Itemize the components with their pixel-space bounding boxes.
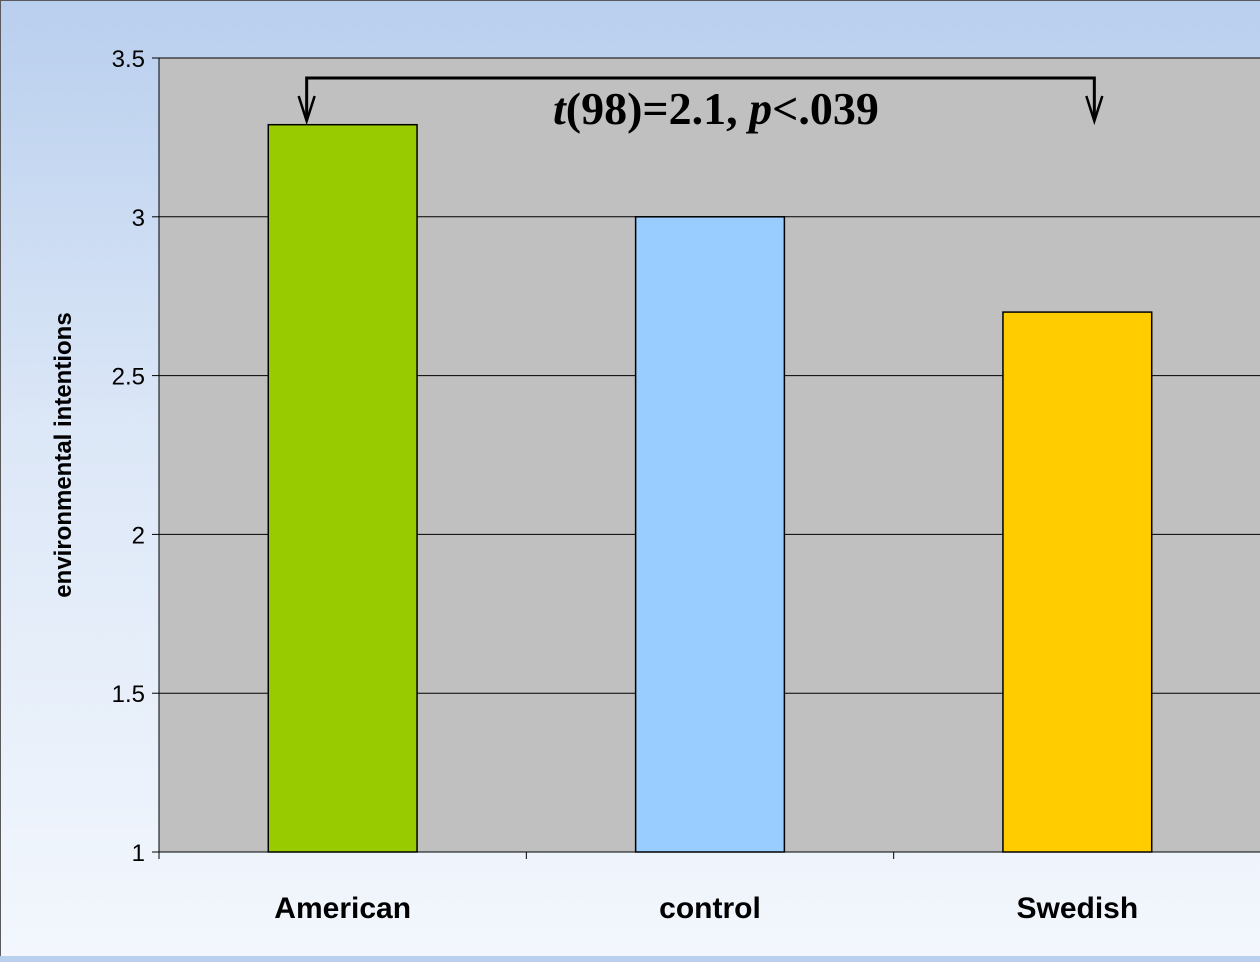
y-tick-label: 1	[132, 840, 145, 867]
annotation-part: <.039	[772, 83, 879, 134]
x-tick-label: control	[659, 892, 761, 925]
x-tick-label: Swedish	[1016, 892, 1138, 925]
arrow-down-icon	[1085, 95, 1104, 126]
annotation-part: (98)=2.1,	[566, 83, 749, 134]
significance-annotation: t(98)=2.1, p<.039	[553, 83, 879, 134]
y-tick-label: 1.5	[112, 681, 145, 708]
bar-control	[634, 216, 786, 853]
annotation-part: t	[553, 83, 567, 134]
y-tick-label: 3	[132, 205, 145, 232]
bar-american	[267, 123, 418, 853]
arrow-down-icon	[297, 95, 316, 126]
annotation-part: p	[745, 83, 772, 134]
x-tick-label: American	[274, 892, 411, 925]
y-tick-label: 3.5	[112, 46, 145, 73]
bar-swedish	[1002, 311, 1153, 853]
y-axis-label: environmental intentions	[50, 312, 77, 597]
y-tick-label: 2.5	[112, 364, 145, 391]
significance-bracket	[305, 76, 1096, 119]
y-tick-label: 2	[132, 522, 145, 549]
